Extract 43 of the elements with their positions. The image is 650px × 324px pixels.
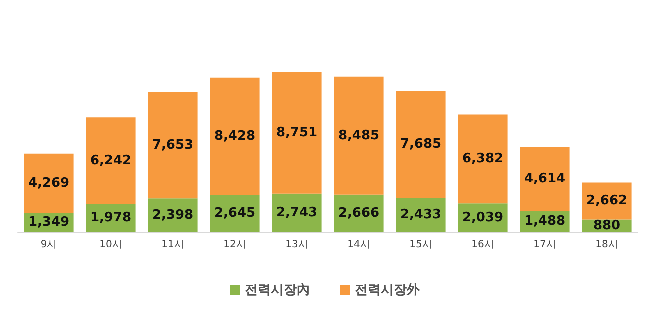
data-label: 8,751 (276, 125, 318, 140)
data-label: 2,743 (276, 205, 318, 220)
data-label: 8,485 (338, 128, 380, 144)
data-label: 2,433 (400, 208, 442, 223)
data-label: 6,242 (90, 154, 132, 169)
data-label: 2,398 (152, 208, 194, 223)
bar (396, 91, 446, 198)
x-tick-label: 12시 (224, 240, 246, 250)
data-label: 1,349 (28, 215, 70, 230)
x-tick-label: 16시 (472, 240, 494, 250)
data-label: 1,488 (524, 214, 566, 230)
data-label: 7,685 (400, 137, 442, 152)
legend-label: 전력시장內 (245, 282, 310, 298)
bar (24, 154, 74, 214)
data-label: 1,978 (90, 210, 132, 226)
x-tick-label: 15시 (410, 240, 432, 250)
data-label: 4,269 (28, 176, 70, 192)
bar (86, 118, 136, 204)
x-tick-label: 9시 (40, 240, 58, 250)
data-label: 7,653 (152, 138, 194, 153)
data-label: 880 (593, 218, 621, 234)
data-label: 2,666 (338, 206, 380, 221)
x-tick-label: 10시 (100, 240, 122, 250)
x-tick-label: 18시 (596, 240, 618, 250)
bar (520, 147, 570, 212)
bar (458, 114, 508, 204)
bar (148, 92, 198, 199)
bar (210, 78, 260, 196)
x-tick-label: 17시 (534, 240, 556, 250)
data-label: 2,645 (214, 206, 256, 222)
data-label: 6,382 (462, 152, 504, 167)
data-label: 8,428 (214, 129, 256, 144)
bar (272, 72, 322, 194)
bar (334, 76, 384, 195)
legend-label: 전력시장外 (355, 283, 421, 298)
bar (582, 182, 632, 220)
data-label: 2,039 (462, 210, 504, 226)
x-tick-label: 11시 (162, 240, 184, 250)
data-label: 4,614 (524, 172, 566, 187)
data-label: 2,662 (586, 194, 628, 209)
bar (272, 194, 322, 232)
x-tick-label: 14시 (348, 240, 370, 250)
x-tick-label: 13시 (286, 240, 308, 250)
